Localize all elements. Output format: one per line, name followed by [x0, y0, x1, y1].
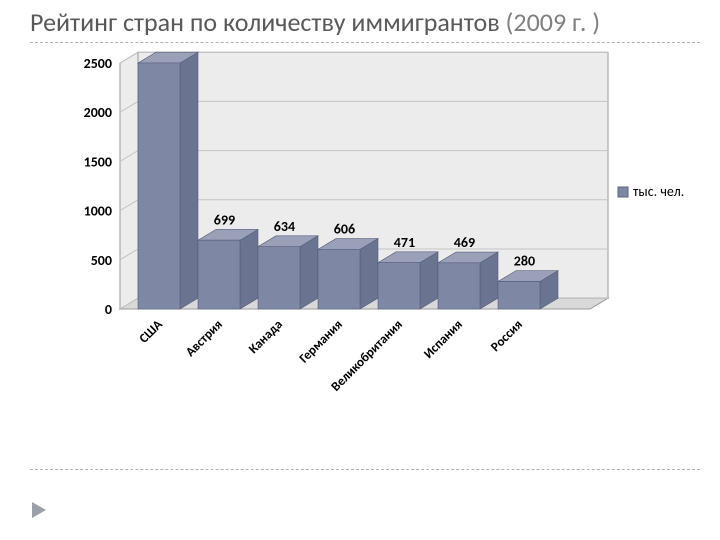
x-label: Испания: [421, 317, 466, 362]
y-tick: 1000: [84, 202, 112, 219]
bar-chart: 0 500 1000 1500 2000 2500 2500 США 699 Австрия 634…: [70, 49, 700, 429]
x-label: Германия: [297, 317, 346, 366]
title-year: (2009 г. ): [506, 6, 601, 38]
divider-bottom: [30, 469, 700, 470]
y-tick: 2500: [84, 55, 112, 72]
divider-top: [30, 42, 700, 43]
y-tick: 1500: [84, 153, 112, 170]
bar-value: 471: [394, 234, 415, 251]
title-main: Рейтинг стран по количеству иммигрантов: [30, 6, 500, 38]
x-label: Канада: [246, 317, 286, 357]
bar-value: 469: [454, 234, 475, 251]
x-label: США: [137, 317, 166, 346]
x-label: Австрия: [183, 317, 226, 360]
bar-value: 699: [214, 211, 235, 228]
y-tick: 500: [91, 252, 112, 269]
bar-value: 634: [274, 218, 295, 235]
bar-value: 2500: [150, 49, 178, 51]
slide-title: Рейтинг стран по количеству иммигрантов …: [0, 0, 720, 42]
y-tick: 2000: [84, 104, 112, 121]
bar-value: 280: [514, 253, 535, 270]
legend-label: тыс. чел.: [633, 183, 684, 200]
arrow-icon: [32, 502, 46, 518]
x-label: Россия: [488, 317, 526, 355]
bar-value: 606: [334, 220, 355, 237]
y-tick: 0: [105, 301, 112, 318]
